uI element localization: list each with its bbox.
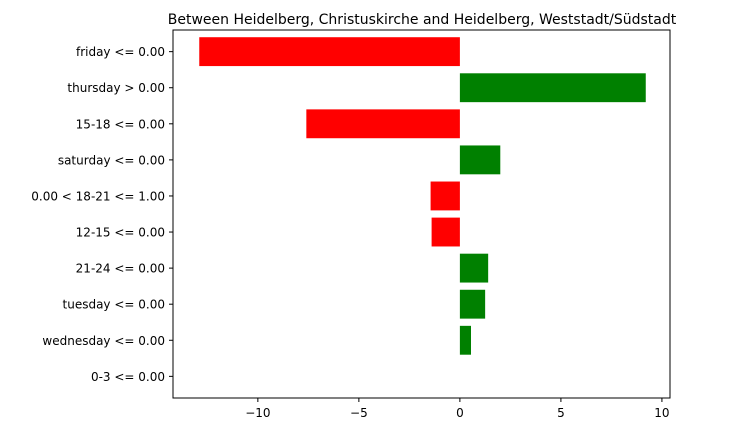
x-tick-label: 0 — [456, 406, 464, 420]
x-tick-label: 5 — [557, 406, 565, 420]
bar — [199, 37, 460, 67]
y-tick-label: 12-15 <= 0.00 — [76, 226, 165, 240]
bar — [459, 145, 501, 175]
x-axis: −10 −5 0 5 10 — [245, 398, 670, 420]
bar — [430, 181, 460, 211]
y-tick-label: 0-3 <= 0.00 — [91, 370, 165, 384]
x-tick-label: −10 — [245, 406, 270, 420]
y-tick-label: wednesday <= 0.00 — [42, 334, 165, 348]
y-tick-label: thursday > 0.00 — [67, 81, 165, 95]
bar — [459, 253, 489, 283]
bars-group — [199, 37, 646, 355]
x-tick-label: −5 — [350, 406, 368, 420]
bar — [459, 289, 486, 319]
x-tick-label: 10 — [654, 406, 669, 420]
bar — [459, 325, 471, 355]
y-tick-label: tuesday <= 0.00 — [63, 298, 165, 312]
y-tick-label: friday <= 0.00 — [76, 45, 165, 59]
y-tick-label: 21-24 <= 0.00 — [76, 262, 165, 276]
y-axis: friday <= 0.00 thursday > 0.00 15-18 <= 0.… — [31, 45, 173, 384]
y-tick-label: 15-18 <= 0.00 — [76, 117, 165, 131]
y-tick-label: saturday <= 0.00 — [58, 153, 165, 167]
bar — [431, 217, 460, 247]
chart-title: Between Heidelberg, Christuskirche and H… — [168, 12, 677, 28]
plot-frame — [172, 29, 671, 399]
y-tick-label: 0.00 < 18-21 <= 1.00 — [31, 189, 165, 203]
bar — [459, 73, 646, 103]
bar — [306, 109, 460, 139]
